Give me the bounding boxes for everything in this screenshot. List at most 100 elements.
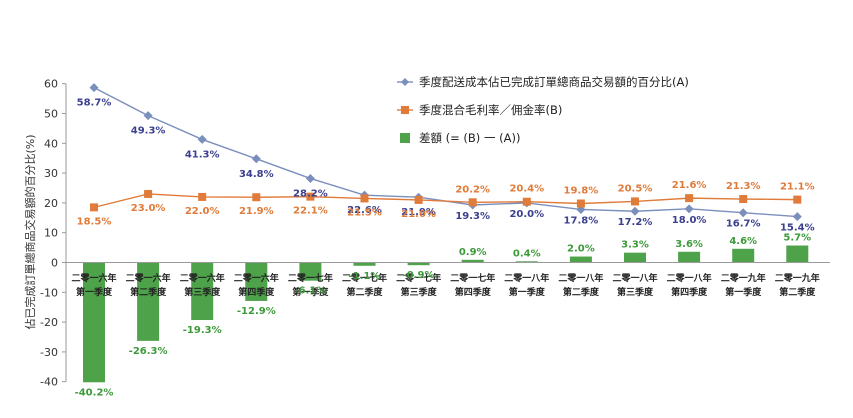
diff-bar bbox=[624, 252, 646, 263]
legend-label: 差額 (= (B) 一 (A)) bbox=[419, 131, 520, 145]
line-point bbox=[305, 173, 315, 183]
diff-bar bbox=[407, 262, 430, 266]
diff-bar bbox=[569, 256, 592, 263]
line-point bbox=[90, 203, 98, 212]
category-quarter: 第四季度 bbox=[455, 286, 492, 298]
line-point bbox=[522, 197, 531, 206]
category-quarter: 第二季度 bbox=[130, 286, 167, 298]
category-year: 二零一八年 bbox=[558, 272, 603, 284]
series-a-label: 15.4% bbox=[780, 223, 815, 234]
series-b-label: 21.3% bbox=[726, 181, 761, 192]
legend-swatch-marker bbox=[401, 106, 409, 114]
category-quarter: 第一季度 bbox=[725, 286, 762, 298]
category-year: 二零一九年 bbox=[721, 272, 766, 284]
series-b-label: 22.0% bbox=[185, 206, 220, 217]
diff-label: 3.6% bbox=[675, 239, 703, 250]
category-year: 二零一八年 bbox=[504, 272, 549, 284]
diff-bar bbox=[137, 262, 160, 341]
category-year: 二零一六年 bbox=[180, 272, 225, 284]
diff-label: -40.2% bbox=[75, 387, 114, 398]
line-point bbox=[793, 195, 802, 204]
series-b-label: 19.8% bbox=[564, 185, 599, 196]
category-quarter: 第一季度 bbox=[292, 286, 329, 298]
diff-label: 2.0% bbox=[567, 244, 595, 255]
diff-label: 0.4% bbox=[513, 248, 541, 259]
series-b-label: 18.5% bbox=[77, 216, 112, 227]
line-point bbox=[631, 197, 639, 206]
y-axis: -40 -30 -20 -10 0 10 20 30 40 50 60 bbox=[40, 78, 67, 389]
lines bbox=[89, 83, 802, 222]
diff-bar bbox=[678, 251, 701, 263]
legend-label: 季度混合毛利率／佣金率(B) bbox=[419, 103, 562, 117]
category-year: 二零一六年 bbox=[234, 272, 279, 284]
line-point bbox=[306, 192, 315, 201]
diff-bar bbox=[461, 259, 484, 263]
line-point bbox=[89, 83, 99, 93]
y-tick-label: 0 bbox=[51, 257, 58, 270]
series-b-label: 21.9% bbox=[239, 206, 274, 217]
diff-bar bbox=[299, 262, 322, 281]
series-a-label: 58.7% bbox=[77, 98, 112, 109]
diff-bar bbox=[245, 262, 268, 301]
category-quarter: 第四季度 bbox=[671, 286, 708, 298]
series-b-label: 22.1% bbox=[293, 206, 328, 217]
line-point bbox=[630, 206, 640, 216]
series-a-label: 17.2% bbox=[618, 217, 653, 228]
series-a-label: 41.3% bbox=[185, 149, 220, 160]
diff-bar bbox=[83, 262, 105, 383]
series-a-label: 34.8% bbox=[239, 169, 274, 180]
series-a-label: 16.7% bbox=[726, 219, 761, 230]
category-year: 二零一六年 bbox=[71, 272, 116, 284]
legend-swatch-marker bbox=[401, 78, 409, 86]
series-b-label: 21.0% bbox=[401, 209, 436, 220]
y-tick-label: 30 bbox=[44, 167, 58, 180]
category-quarter: 第二季度 bbox=[346, 286, 383, 298]
data-labels: 58.7% 49.3% 41.3% 34.8% 28.2% 22.6% 21.9% 19.3%… bbox=[75, 98, 815, 399]
line-point bbox=[468, 198, 477, 207]
line-point bbox=[360, 194, 369, 203]
series-line bbox=[93, 193, 798, 209]
diff-label: -0.9% bbox=[403, 270, 435, 281]
diff-label: 0.9% bbox=[459, 247, 487, 258]
line-point bbox=[143, 111, 153, 121]
line-point bbox=[414, 195, 423, 204]
line-point bbox=[198, 192, 207, 201]
category-year: 二零一七年 bbox=[450, 272, 495, 284]
y-tick-label: 40 bbox=[44, 137, 58, 150]
category-quarter: 第一季度 bbox=[76, 286, 113, 298]
category-year: 二零一八年 bbox=[612, 272, 657, 284]
line-point bbox=[197, 134, 207, 144]
y-tick-label: -40 bbox=[40, 376, 58, 389]
line-point bbox=[144, 189, 153, 198]
series-a-label: 22.6% bbox=[347, 205, 382, 216]
series-a-label: 19.3% bbox=[455, 211, 490, 222]
diff-bar bbox=[732, 248, 755, 263]
diff-label: 4.6% bbox=[729, 236, 757, 247]
series-a-label: 17.8% bbox=[564, 215, 599, 226]
y-tick-label: 10 bbox=[44, 227, 58, 240]
diff-label: -1.1% bbox=[349, 271, 381, 282]
y-axis-title: 佔已完成訂單總商品交易額的百分比(%) bbox=[23, 134, 37, 329]
y-tick-label: 50 bbox=[44, 108, 58, 121]
y-tick-label: 20 bbox=[44, 197, 58, 210]
line-point bbox=[576, 199, 585, 208]
series-a-label: 21.9% bbox=[401, 207, 436, 218]
legend-swatch-bar bbox=[400, 133, 410, 143]
diff-label: -6.1% bbox=[294, 286, 326, 297]
series-b-label: 20.5% bbox=[618, 183, 653, 194]
category-quarter: 第一季度 bbox=[509, 286, 546, 298]
diff-bar bbox=[353, 262, 376, 266]
category-quarter: 第三季度 bbox=[401, 286, 438, 298]
series-b-label: 20.2% bbox=[455, 184, 490, 195]
series-a-label: 49.3% bbox=[131, 126, 166, 137]
diff-label: -26.3% bbox=[129, 346, 168, 357]
category-quarter: 第三季度 bbox=[617, 286, 654, 298]
series-a-label: 28.2% bbox=[293, 188, 328, 199]
line-point bbox=[792, 212, 802, 222]
series-b-label: 20.4% bbox=[509, 184, 544, 195]
diff-label: -12.9% bbox=[237, 306, 276, 317]
series-b-label: 21.1% bbox=[780, 182, 815, 193]
diff-label: -19.3% bbox=[183, 325, 222, 336]
category-year: 二零一七年 bbox=[396, 272, 441, 284]
